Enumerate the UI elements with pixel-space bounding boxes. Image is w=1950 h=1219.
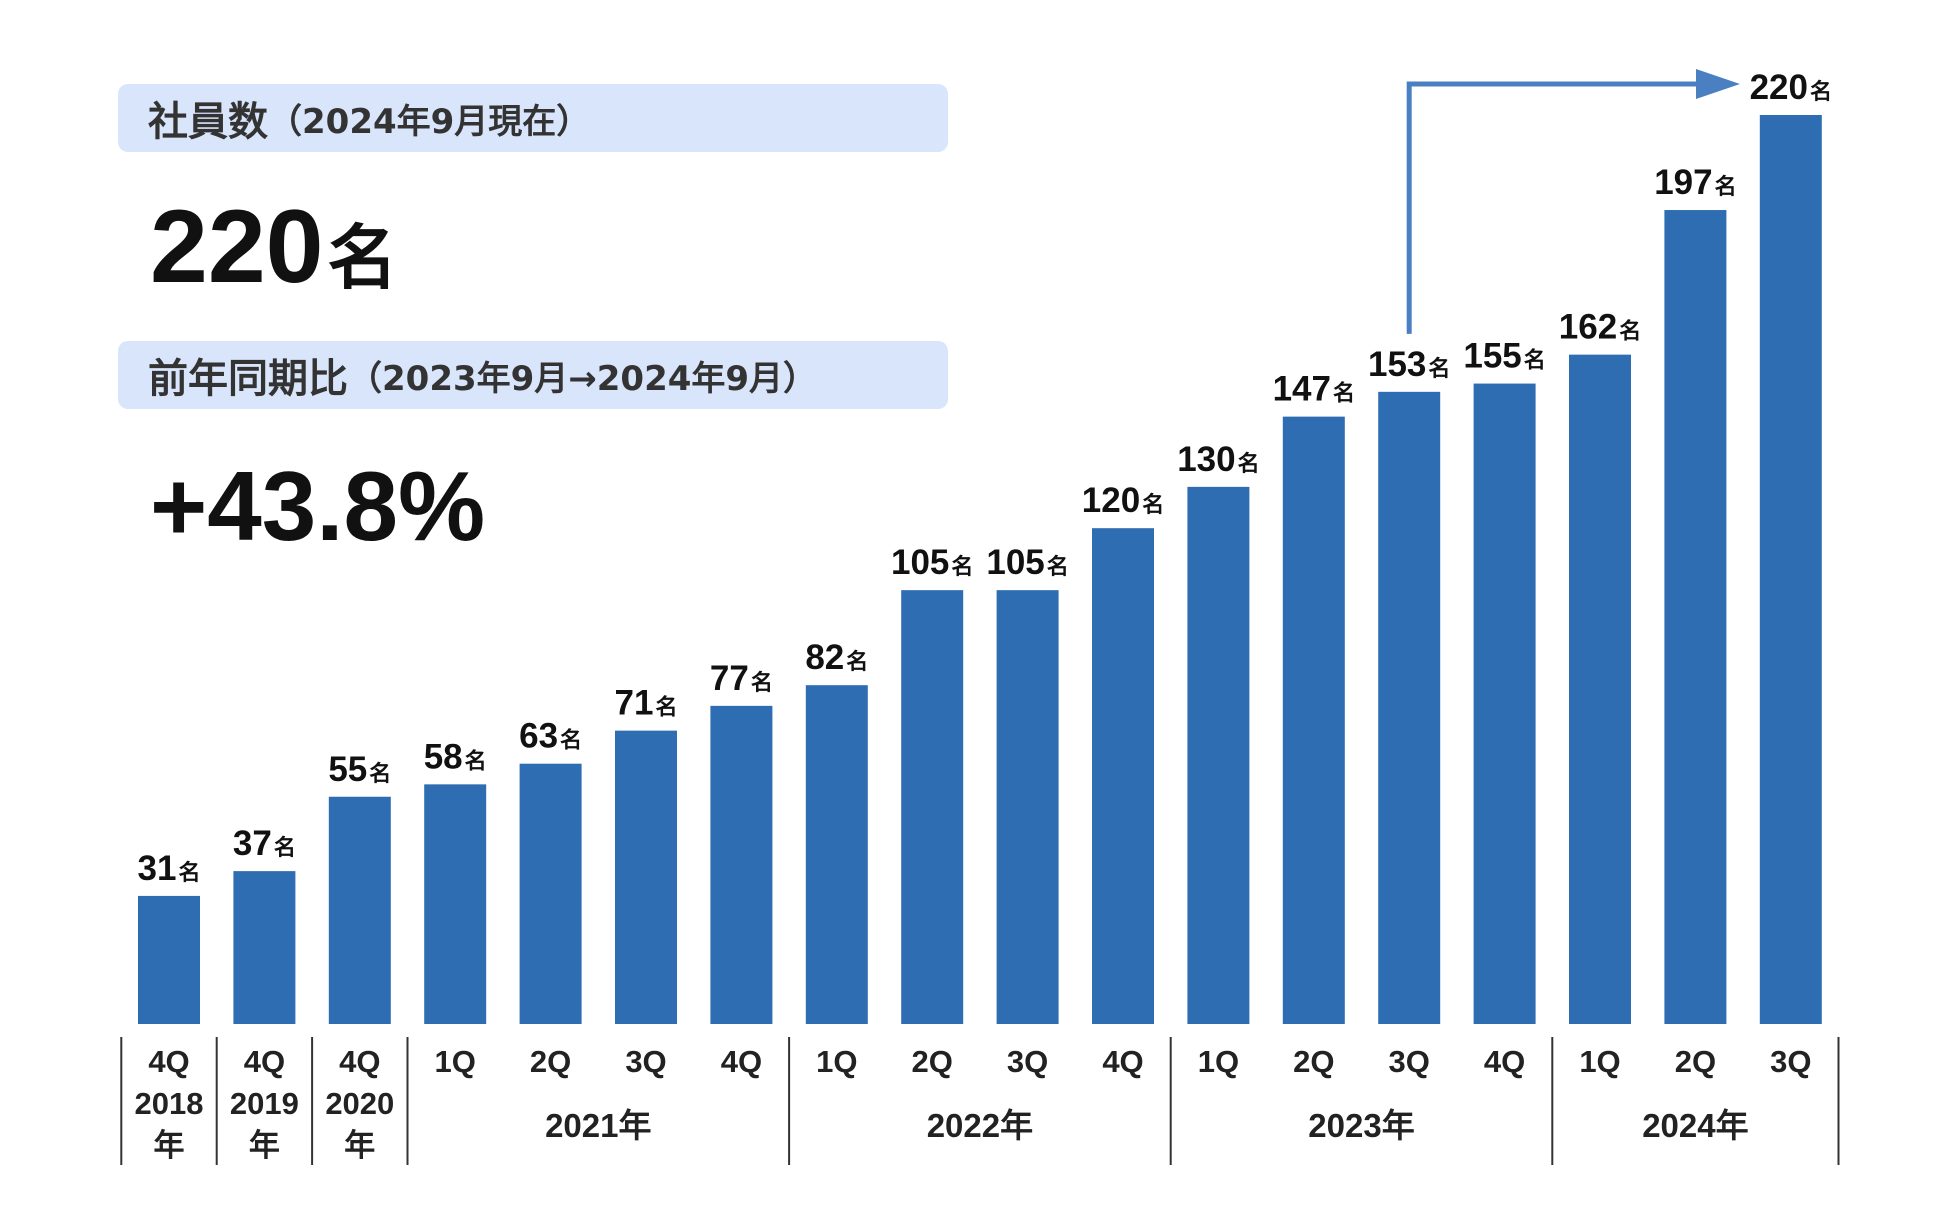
value-label-7: 82名 [805, 638, 868, 677]
tick-label-6-0: 4Q [721, 1044, 762, 1079]
tick-label-2-0: 4Q [339, 1044, 380, 1079]
yoy-label-suffix: （2023年9月→2024年9月） [348, 358, 818, 399]
employee-count-label: 社員数 [148, 99, 268, 145]
value-label-10: 120名 [1082, 481, 1164, 520]
tick-label-8-0: 2Q [912, 1044, 953, 1079]
tick-label-17-0: 3Q [1770, 1044, 1811, 1079]
bar-11 [1187, 486, 1250, 1024]
bar-0 [138, 895, 200, 1024]
employee-count-label-box: 社員数 （2024年9月現在） [118, 84, 948, 152]
tick-label-1-0: 4Q [244, 1044, 285, 1079]
value-label-0: 31名 [138, 849, 201, 888]
bar-13 [1378, 391, 1441, 1025]
tick-label-1-2: 年 [249, 1128, 280, 1163]
value-label-6: 77名 [710, 659, 773, 698]
bar-5 [615, 730, 677, 1024]
employee-count-label-suffix: （2024年9月現在） [268, 101, 591, 142]
yoy-label-box: 前年同期比 （2023年9月→2024年9月） [118, 341, 948, 409]
year-group-label-1: 2022年 [927, 1107, 1033, 1144]
employee-count-number: 220 [150, 189, 324, 305]
bar-15 [1569, 354, 1631, 1024]
bar-4 [519, 763, 582, 1024]
value-label-9: 105名 [986, 543, 1068, 582]
value-label-12: 147名 [1273, 370, 1355, 409]
tick-label-0-0: 4Q [148, 1044, 189, 1079]
value-label-16: 197名 [1654, 163, 1736, 202]
growth-arrow-head [1696, 69, 1740, 99]
tick-label-14-0: 4Q [1484, 1044, 1525, 1079]
value-label-11: 130名 [1177, 440, 1259, 479]
tick-label-13-0: 3Q [1389, 1044, 1430, 1079]
employee-count-value: 220名 [150, 188, 398, 307]
value-label-8: 105名 [891, 543, 973, 582]
bar-3 [424, 784, 487, 1024]
tick-label-2-1: 2020 [325, 1086, 394, 1121]
tick-label-9-0: 3Q [1007, 1044, 1048, 1079]
value-label-4: 63名 [519, 717, 582, 756]
tick-label-2-2: 年 [344, 1128, 375, 1163]
bar-12 [1282, 416, 1345, 1024]
value-label-1: 37名 [233, 824, 296, 863]
bar-14 [1473, 383, 1536, 1024]
year-group-label-3: 2024年 [1642, 1107, 1748, 1144]
value-label-15: 162名 [1559, 308, 1641, 347]
bar-7 [805, 685, 868, 1024]
value-label-2: 55名 [328, 750, 391, 789]
yoy-label: 前年同期比 [148, 356, 348, 402]
yoy-value: +43.8% [150, 451, 486, 561]
value-label-13: 153名 [1368, 345, 1450, 384]
tick-label-5-0: 3Q [625, 1044, 666, 1079]
tick-label-1-1: 2019 [230, 1086, 299, 1121]
tick-label-12-0: 2Q [1293, 1044, 1334, 1079]
year-group-label-2: 2023年 [1308, 1107, 1414, 1144]
employee-count-unit: 名 [327, 217, 398, 299]
bar-8 [901, 590, 964, 1024]
bar-16 [1664, 210, 1727, 1025]
tick-label-3-0: 1Q [435, 1044, 476, 1079]
tick-label-7-0: 1Q [816, 1044, 857, 1079]
tick-label-0-2: 年 [154, 1128, 185, 1163]
bar-2 [328, 796, 391, 1024]
value-label-17: 220名 [1750, 68, 1832, 107]
tick-label-15-0: 1Q [1579, 1044, 1620, 1079]
tick-label-16-0: 2Q [1675, 1044, 1716, 1079]
tick-label-0-1: 2018 [135, 1086, 204, 1121]
bar-1 [233, 871, 296, 1024]
bar-17 [1759, 115, 1822, 1024]
growth-arrow-line [1406, 81, 1700, 334]
bar-6 [710, 705, 773, 1024]
bar-10 [1092, 528, 1154, 1024]
value-label-14: 155名 [1463, 337, 1545, 376]
value-label-3: 58名 [424, 737, 487, 776]
value-label-5: 71名 [615, 684, 678, 723]
tick-label-4-0: 2Q [530, 1044, 571, 1079]
bar-9 [996, 590, 1059, 1024]
year-group-label-0: 2021年 [545, 1107, 651, 1144]
tick-label-10-0: 4Q [1102, 1044, 1143, 1079]
tick-label-11-0: 1Q [1198, 1044, 1239, 1079]
